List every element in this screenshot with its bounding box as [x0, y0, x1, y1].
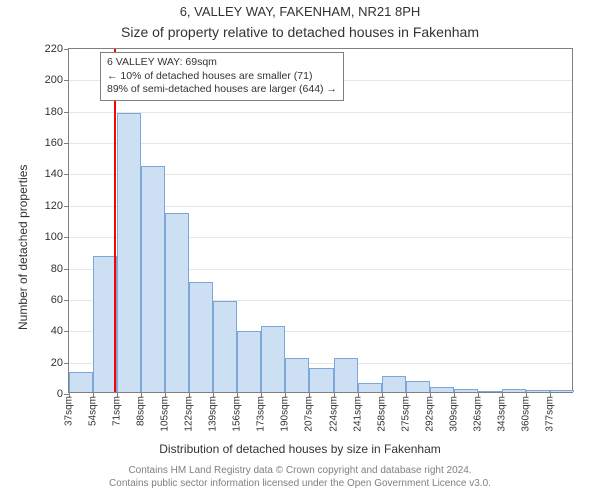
- histogram-bar: [117, 113, 141, 392]
- histogram-bar: [309, 368, 333, 392]
- histogram-bar: [237, 331, 261, 392]
- x-tick-label: 343sqm: [496, 396, 507, 432]
- footer-line-1: Contains HM Land Registry data © Crown c…: [0, 464, 600, 477]
- histogram-bar: [550, 390, 574, 392]
- histogram-bar: [478, 391, 502, 392]
- y-tick-label: 220: [45, 43, 63, 55]
- footer-line-2: Contains public sector information licen…: [0, 477, 600, 490]
- histogram-bar: [141, 166, 165, 392]
- x-tick-label: 156sqm: [232, 396, 243, 432]
- x-tick-label: 207sqm: [304, 396, 315, 432]
- histogram-bar: [526, 390, 550, 392]
- histogram-bar: [454, 389, 478, 392]
- histogram-bar: [213, 301, 237, 392]
- y-tick-label: 200: [45, 74, 63, 86]
- y-tick-label: 100: [45, 231, 63, 243]
- x-tick-label: 309sqm: [448, 396, 459, 432]
- x-tick-label: 326sqm: [472, 396, 483, 432]
- x-tick-label: 377sqm: [544, 396, 555, 432]
- y-tick-mark: [64, 174, 69, 175]
- gridline-h: [69, 143, 572, 144]
- x-tick-label: 258sqm: [376, 396, 387, 432]
- y-tick-mark: [64, 269, 69, 270]
- y-axis-label: Number of detached properties: [16, 165, 30, 330]
- y-tick-mark: [64, 49, 69, 50]
- x-tick-label: 190sqm: [280, 396, 291, 432]
- histogram-bar: [285, 358, 309, 393]
- x-axis-label: Distribution of detached houses by size …: [0, 442, 600, 456]
- y-tick-label: 20: [51, 357, 63, 369]
- x-tick-label: 71sqm: [112, 396, 123, 426]
- histogram-bar: [406, 381, 430, 392]
- x-tick-label: 360sqm: [520, 396, 531, 432]
- chart-subtitle: Size of property relative to detached ho…: [0, 24, 600, 40]
- callout-line: 6 VALLEY WAY: 69sqm: [107, 56, 337, 70]
- y-tick-label: 60: [51, 294, 63, 306]
- histogram-bar: [358, 383, 382, 392]
- histogram-bar: [261, 326, 285, 392]
- y-tick-label: 140: [45, 168, 63, 180]
- callout-box: 6 VALLEY WAY: 69sqm← 10% of detached hou…: [100, 52, 344, 101]
- y-tick-mark: [64, 363, 69, 364]
- y-tick-label: 160: [45, 137, 63, 149]
- histogram-bar: [334, 358, 358, 393]
- y-tick-label: 120: [45, 200, 63, 212]
- footer-attribution: Contains HM Land Registry data © Crown c…: [0, 464, 600, 490]
- y-tick-label: 0: [57, 388, 63, 400]
- callout-line: ← 10% of detached houses are smaller (71…: [107, 70, 337, 84]
- y-tick-mark: [64, 143, 69, 144]
- page-title: 6, VALLEY WAY, FAKENHAM, NR21 8PH: [0, 4, 600, 19]
- y-tick-mark: [64, 331, 69, 332]
- histogram-bar: [430, 387, 454, 392]
- y-tick-mark: [64, 112, 69, 113]
- y-tick-mark: [64, 237, 69, 238]
- histogram-bar: [382, 376, 406, 392]
- x-tick-label: 292sqm: [424, 396, 435, 432]
- x-tick-label: 122sqm: [184, 396, 195, 432]
- x-tick-label: 54sqm: [88, 396, 99, 426]
- x-tick-label: 88sqm: [136, 396, 147, 426]
- gridline-h: [69, 112, 572, 113]
- y-tick-label: 80: [51, 263, 63, 275]
- x-tick-label: 173sqm: [256, 396, 267, 432]
- x-tick-label: 105sqm: [160, 396, 171, 432]
- y-tick-label: 40: [51, 325, 63, 337]
- x-tick-label: 37sqm: [64, 396, 75, 426]
- y-tick-mark: [64, 80, 69, 81]
- callout-line: 89% of semi-detached houses are larger (…: [107, 83, 337, 97]
- x-tick-label: 241sqm: [352, 396, 363, 432]
- histogram-bar: [165, 213, 189, 392]
- histogram-bar: [189, 282, 213, 392]
- x-tick-label: 224sqm: [328, 396, 339, 432]
- y-tick-mark: [64, 206, 69, 207]
- y-tick-label: 180: [45, 106, 63, 118]
- y-tick-mark: [64, 300, 69, 301]
- histogram-bar: [502, 389, 526, 392]
- chart-container: 6, VALLEY WAY, FAKENHAM, NR21 8PH Size o…: [0, 0, 600, 500]
- x-tick-label: 275sqm: [400, 396, 411, 432]
- histogram-bar: [69, 372, 93, 392]
- x-tick-label: 139sqm: [208, 396, 219, 432]
